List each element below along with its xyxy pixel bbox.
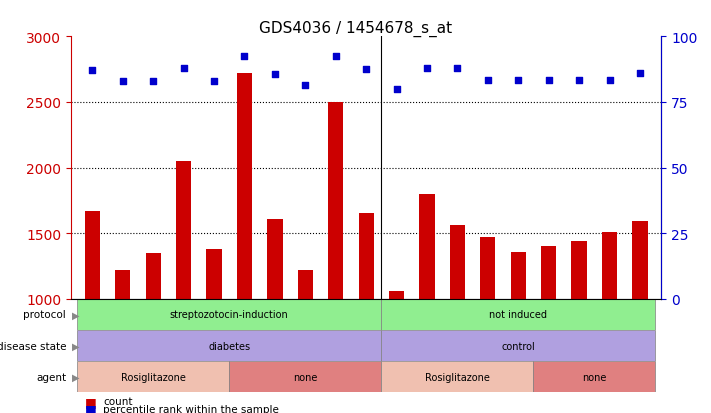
Bar <box>298 270 313 413</box>
Text: percentile rank within the sample: percentile rank within the sample <box>103 404 279 413</box>
Bar <box>533 361 655 392</box>
Text: ■: ■ <box>85 395 97 408</box>
Point <box>239 54 250 60</box>
Bar <box>77 361 229 392</box>
Text: ▶: ▶ <box>72 341 80 351</box>
Text: none: none <box>582 372 606 382</box>
Text: ■: ■ <box>85 402 97 413</box>
Point <box>451 65 463 72</box>
Bar <box>77 330 381 361</box>
Bar <box>85 211 100 413</box>
Point <box>634 71 646 77</box>
Bar <box>77 299 381 330</box>
Text: disease state: disease state <box>0 341 66 351</box>
Bar <box>541 247 556 413</box>
Bar <box>267 219 282 413</box>
Point <box>360 66 372 73</box>
Point <box>573 77 584 84</box>
Bar <box>381 361 533 392</box>
Bar <box>381 330 655 361</box>
Bar <box>146 253 161 413</box>
Text: Rosiglitazone: Rosiglitazone <box>425 372 490 382</box>
Bar <box>510 252 526 413</box>
Bar <box>602 232 617 413</box>
Text: protocol: protocol <box>23 310 66 320</box>
Point <box>330 54 341 60</box>
Point <box>482 77 493 84</box>
Text: none: none <box>293 372 318 382</box>
Bar <box>480 237 496 413</box>
Text: control: control <box>501 341 535 351</box>
Bar <box>206 249 222 413</box>
Point <box>391 86 402 93</box>
Bar <box>632 222 648 413</box>
Bar <box>328 103 343 413</box>
Bar <box>419 194 434 413</box>
Point <box>543 77 555 84</box>
Bar <box>237 74 252 413</box>
Text: ▶: ▶ <box>72 372 80 382</box>
Point <box>269 72 281 78</box>
Text: not induced: not induced <box>489 310 547 320</box>
Text: GDS4036 / 1454678_s_at: GDS4036 / 1454678_s_at <box>259 21 452 37</box>
Point <box>87 68 98 74</box>
Point <box>513 77 524 84</box>
Bar <box>176 161 191 413</box>
Bar <box>572 242 587 413</box>
Point <box>604 77 615 84</box>
Point <box>148 78 159 85</box>
Point <box>299 82 311 89</box>
Point <box>178 65 189 72</box>
Bar <box>229 361 381 392</box>
Bar <box>389 291 404 413</box>
Text: count: count <box>103 396 132 406</box>
Text: agent: agent <box>36 372 66 382</box>
Point <box>422 65 433 72</box>
Text: Rosiglitazone: Rosiglitazone <box>121 372 186 382</box>
Point <box>117 78 129 85</box>
Bar <box>358 214 374 413</box>
Point <box>208 78 220 85</box>
Bar <box>381 299 655 330</box>
Bar <box>450 226 465 413</box>
Text: diabetes: diabetes <box>208 341 250 351</box>
Bar <box>115 270 130 413</box>
Text: ▶: ▶ <box>72 310 80 320</box>
Text: streptozotocin-induction: streptozotocin-induction <box>170 310 289 320</box>
